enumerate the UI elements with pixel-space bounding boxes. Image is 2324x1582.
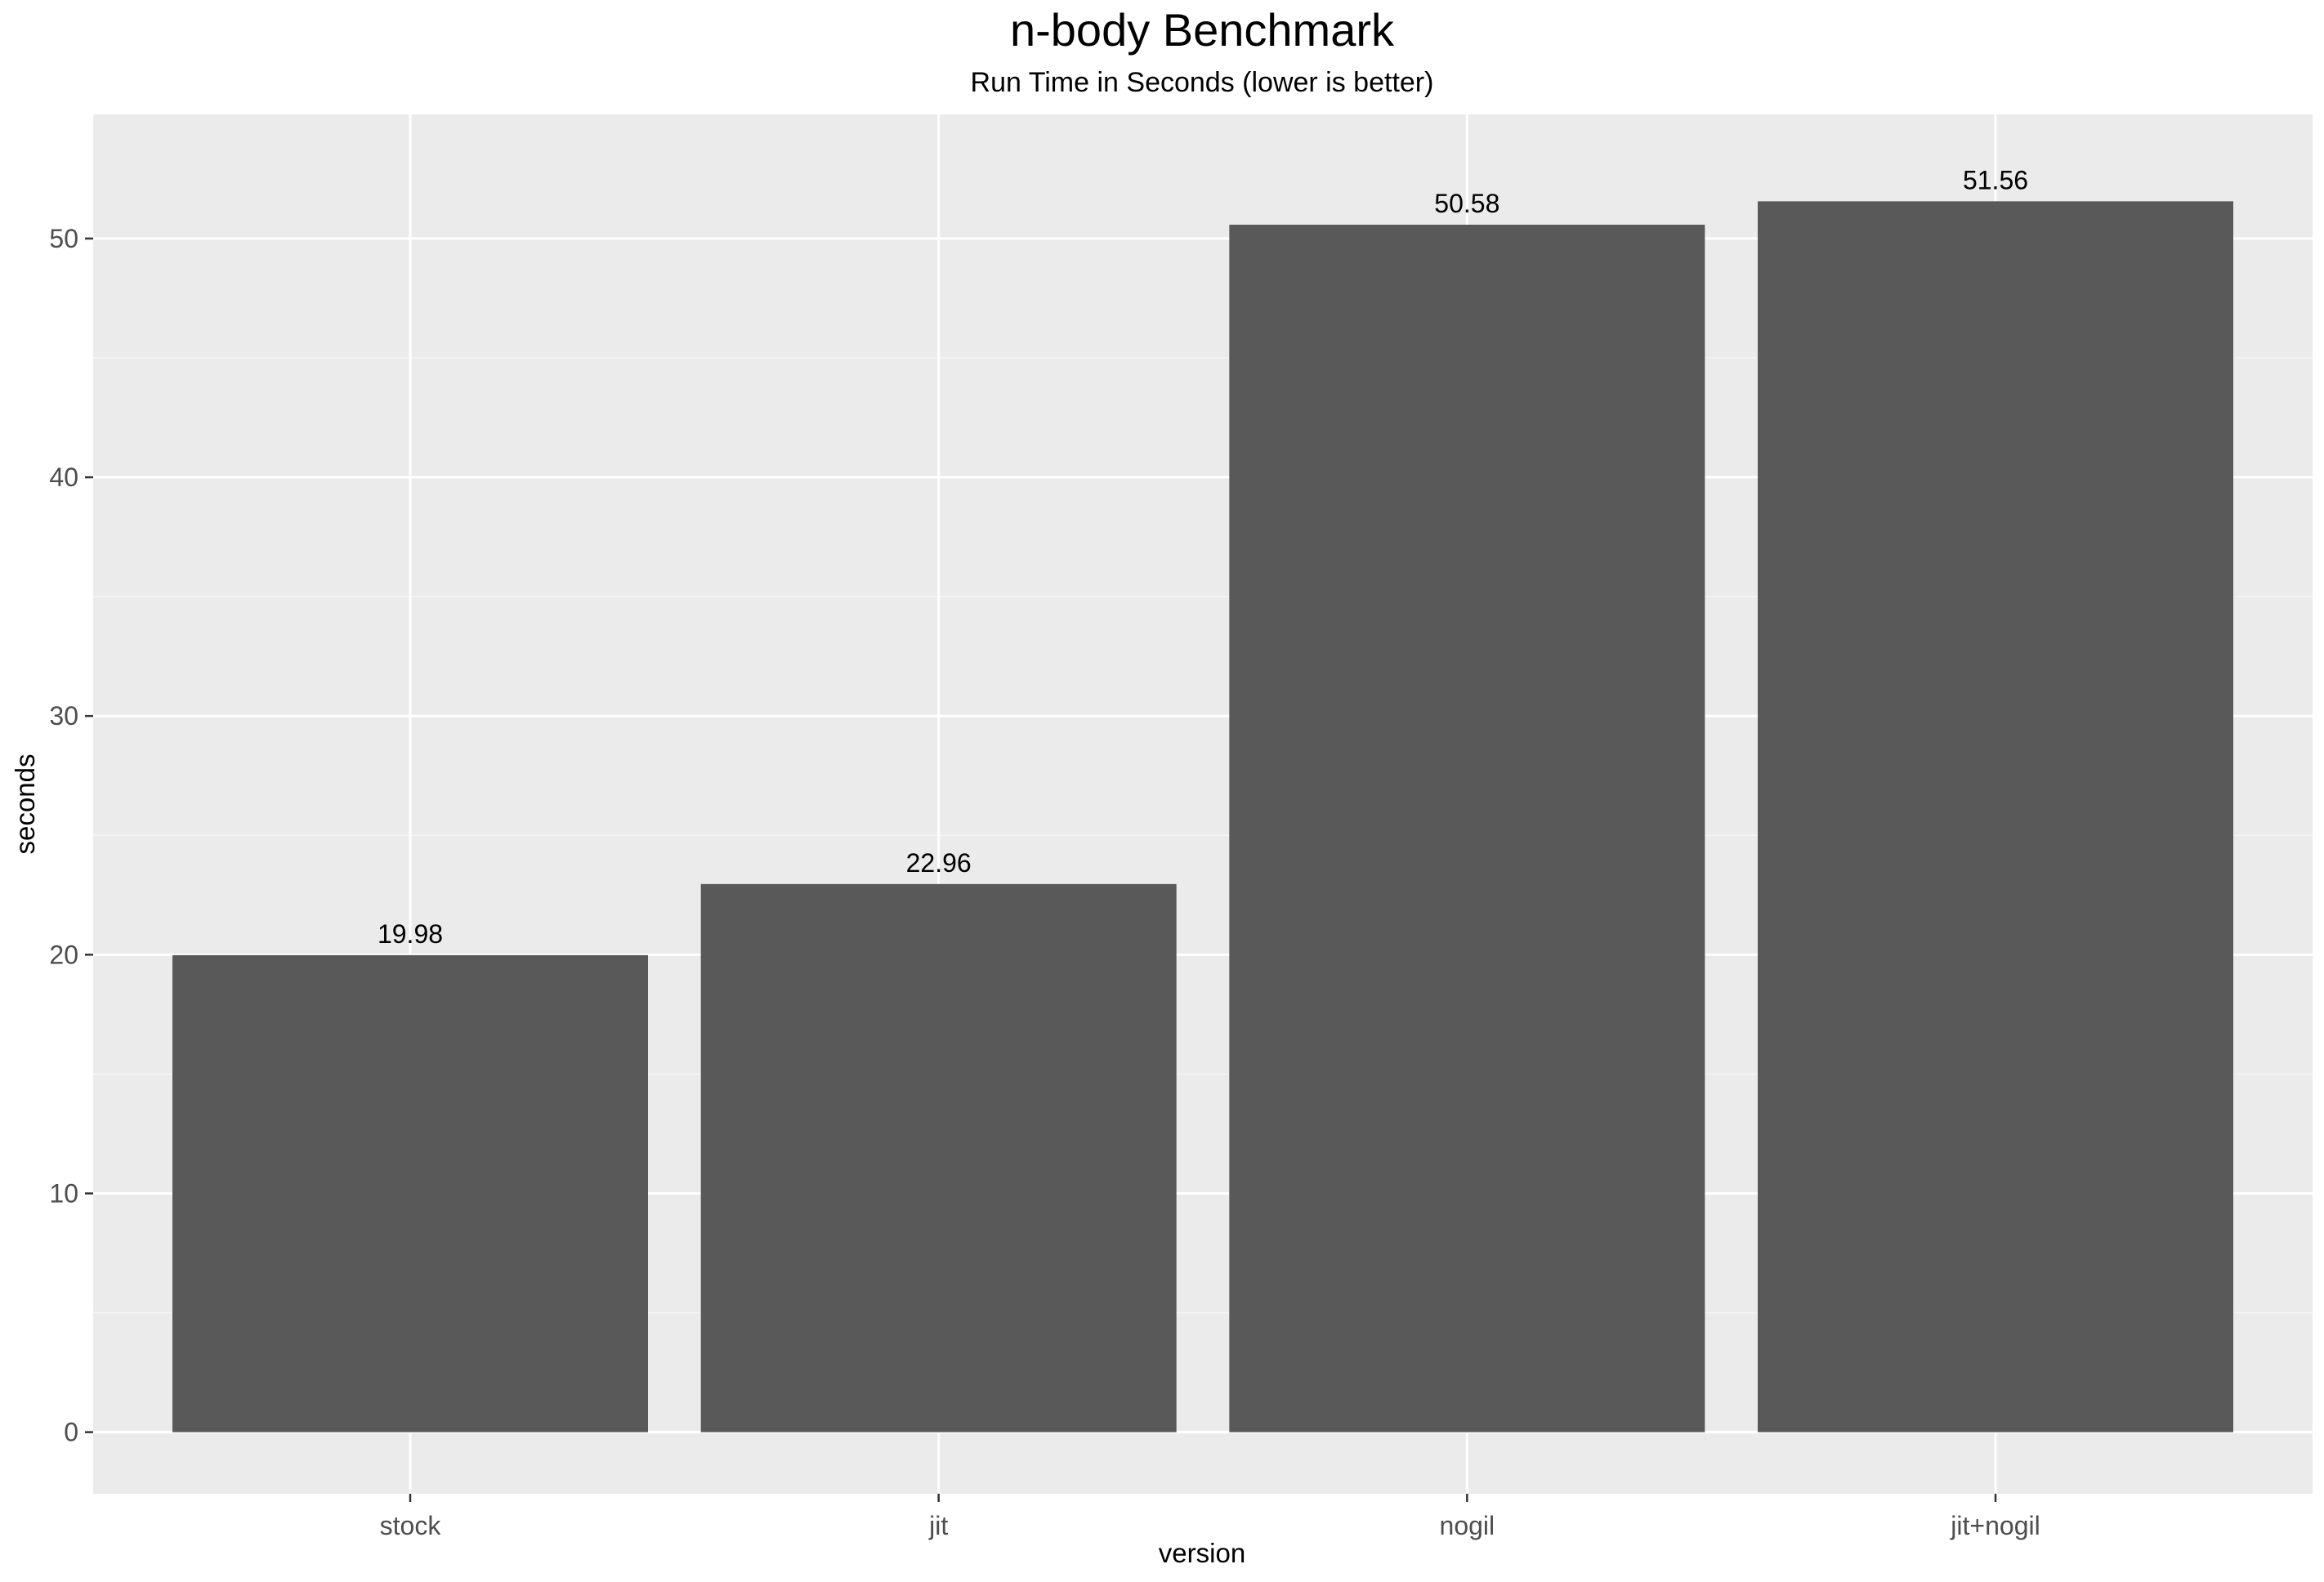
y-tick-label: 40 [49,463,78,492]
y-tick-label: 30 [49,701,78,731]
chart-subtitle: Run Time in Seconds (lower is better) [971,67,1434,98]
y-tick-label: 10 [49,1178,78,1208]
bar [172,954,648,1432]
x-tick-label: nogil [1440,1511,1495,1540]
x-axis: stock jit nogil jit+nogil [380,1494,2040,1540]
y-axis: 0 10 20 30 40 50 [49,224,93,1447]
bar-value-label: 51.56 [1963,165,2028,194]
x-tick-label: stock [380,1511,442,1540]
x-tick-label: jit [928,1511,948,1540]
bar-value-label: 50.58 [1434,189,1499,218]
x-axis-title: version [1159,1538,1245,1568]
x-tick-label: jit+nogil [1950,1511,2040,1540]
bars-layer [172,201,2233,1432]
bar [1758,201,2233,1432]
y-tick-label: 0 [64,1418,78,1447]
bar-value-label: 22.96 [906,848,972,878]
chart-title: n-body Benchmark [1010,4,1395,56]
data-labels-layer: 19.98 22.96 50.58 51.56 [378,165,2028,949]
bar-value-label: 19.98 [378,919,443,949]
bar [1229,224,1705,1432]
y-axis-title: seconds [10,754,40,855]
bar [700,883,1177,1432]
y-tick-label: 20 [49,940,78,969]
y-tick-label: 50 [49,224,78,253]
